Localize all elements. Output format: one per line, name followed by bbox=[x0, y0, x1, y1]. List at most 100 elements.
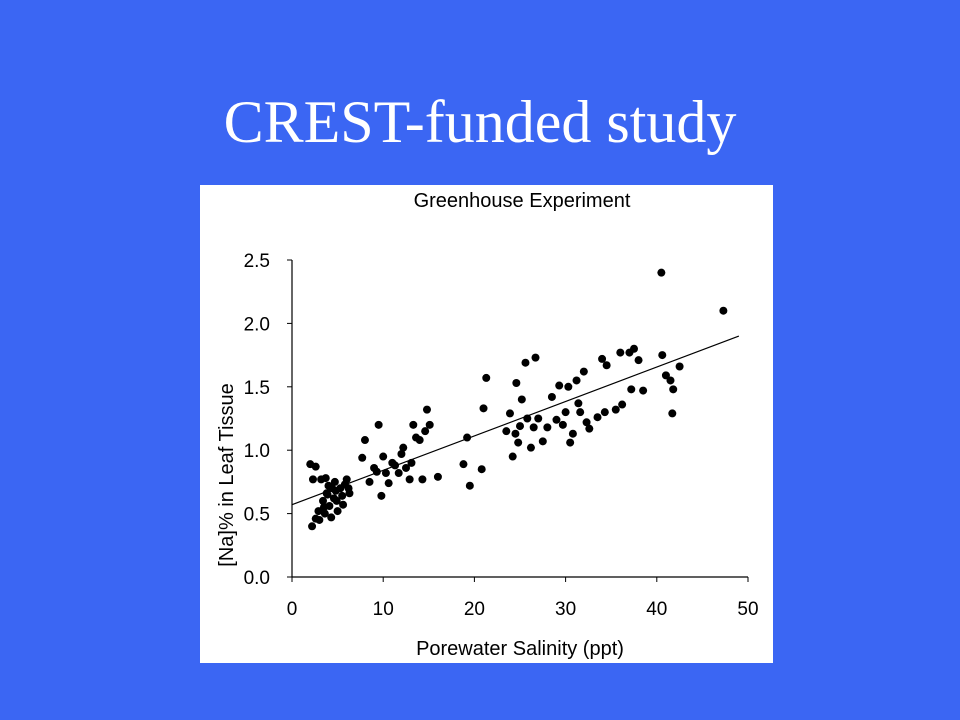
data-point bbox=[415, 436, 424, 445]
data-point bbox=[345, 489, 354, 498]
trendline bbox=[291, 335, 740, 506]
data-point bbox=[342, 475, 351, 484]
data-point bbox=[358, 453, 367, 462]
chart-panel: Greenhouse Experiment 0 10 20 30 40 50 0.0 0.5 1… bbox=[200, 185, 773, 663]
data-point bbox=[657, 268, 666, 277]
data-point bbox=[668, 409, 677, 418]
data-point bbox=[552, 415, 561, 424]
data-point bbox=[669, 385, 678, 394]
data-point bbox=[555, 381, 564, 390]
data-point bbox=[618, 400, 627, 409]
y-tick-label: 1.0 bbox=[244, 441, 270, 462]
data-point bbox=[558, 420, 567, 429]
data-point bbox=[531, 353, 540, 362]
data-point bbox=[482, 373, 491, 382]
data-point bbox=[547, 392, 556, 401]
data-point bbox=[616, 348, 625, 357]
data-point bbox=[422, 405, 431, 414]
data-point bbox=[534, 414, 543, 423]
x-tick-label: 30 bbox=[555, 599, 576, 620]
data-point bbox=[512, 378, 521, 387]
tick-labels: 0 10 20 30 40 50 0.0 0.5 1.0 1.5 2.0 2.5 bbox=[244, 251, 759, 620]
data-point bbox=[308, 475, 317, 484]
data-point bbox=[576, 408, 585, 417]
data-point bbox=[543, 423, 552, 432]
data-point bbox=[479, 404, 488, 413]
data-point bbox=[666, 376, 675, 385]
data-point bbox=[360, 436, 369, 445]
data-point bbox=[323, 490, 332, 499]
data-point bbox=[394, 469, 403, 478]
data-point bbox=[602, 361, 611, 370]
data-point bbox=[405, 475, 414, 484]
data-point bbox=[319, 503, 328, 512]
y-tick-label: 1.5 bbox=[244, 378, 270, 399]
data-point bbox=[514, 438, 523, 447]
data-point bbox=[459, 460, 468, 469]
data-point bbox=[516, 422, 524, 431]
data-point bbox=[339, 500, 348, 509]
data-point bbox=[332, 496, 341, 505]
y-axis-label: [Na]% in Leaf Tissue bbox=[216, 383, 238, 566]
data-point bbox=[529, 423, 538, 432]
axes bbox=[287, 259, 749, 582]
data-point bbox=[579, 367, 588, 376]
data-point bbox=[330, 477, 339, 486]
data-point bbox=[433, 472, 442, 481]
y-tick-label: 0.0 bbox=[244, 568, 270, 589]
slide-title: CREST-funded study bbox=[223, 89, 737, 155]
data-point bbox=[526, 443, 535, 452]
x-tick-label: 0 bbox=[287, 599, 298, 620]
data-point bbox=[402, 463, 410, 472]
data-point bbox=[320, 509, 329, 518]
data-point bbox=[505, 409, 514, 418]
x-tick-label: 20 bbox=[464, 599, 485, 620]
data-point bbox=[634, 356, 643, 365]
data-point bbox=[538, 437, 547, 446]
x-axis-label: Porewater Salinity (ppt) bbox=[416, 638, 624, 660]
data-point bbox=[593, 413, 602, 422]
data-point bbox=[574, 399, 583, 408]
data-point bbox=[365, 477, 374, 486]
data-point bbox=[719, 306, 728, 315]
data-point bbox=[311, 462, 320, 471]
data-point bbox=[639, 386, 648, 395]
data-point bbox=[463, 433, 472, 442]
x-tick-label: 10 bbox=[373, 599, 394, 620]
data-point bbox=[572, 376, 581, 385]
y-tick-label: 0.5 bbox=[244, 505, 270, 526]
data-point bbox=[564, 382, 573, 391]
data-point bbox=[627, 385, 636, 394]
data-point bbox=[374, 420, 383, 429]
data-point bbox=[630, 344, 638, 353]
scatter-chart: Greenhouse Experiment 0 10 20 30 40 50 0.0 0.5 1… bbox=[216, 190, 759, 660]
data-point bbox=[308, 522, 317, 531]
data-point bbox=[465, 481, 474, 490]
data-point bbox=[333, 507, 342, 516]
data-point bbox=[397, 450, 406, 459]
x-tick-label: 50 bbox=[737, 599, 758, 620]
chart-title: Greenhouse Experiment bbox=[414, 190, 631, 212]
data-point bbox=[327, 513, 336, 522]
data-point bbox=[568, 429, 577, 438]
data-point bbox=[381, 469, 390, 478]
data-point bbox=[409, 420, 418, 429]
data-point bbox=[338, 491, 347, 500]
data-point bbox=[321, 474, 330, 483]
data-point bbox=[675, 362, 684, 371]
data-point bbox=[502, 427, 511, 436]
data-point bbox=[561, 408, 570, 417]
data-point bbox=[477, 465, 486, 474]
data-point bbox=[377, 491, 386, 500]
data-point bbox=[315, 515, 324, 524]
data-point bbox=[523, 414, 532, 423]
data-point bbox=[566, 438, 575, 447]
data-point bbox=[418, 475, 427, 484]
x-tick-label: 40 bbox=[646, 599, 667, 620]
trendline-group bbox=[291, 335, 740, 506]
data-point bbox=[600, 408, 609, 417]
data-point bbox=[521, 358, 530, 367]
data-points bbox=[306, 268, 728, 531]
data-point bbox=[585, 424, 594, 433]
data-point bbox=[511, 429, 520, 438]
